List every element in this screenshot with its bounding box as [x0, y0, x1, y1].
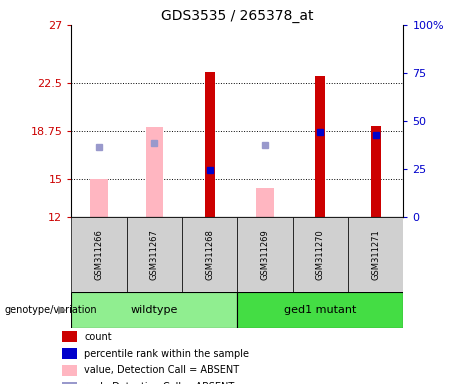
Bar	[71, 217, 127, 292]
Bar	[237, 217, 293, 292]
Bar	[62, 331, 77, 342]
Bar	[71, 292, 237, 328]
Bar	[256, 187, 274, 217]
Bar	[348, 217, 403, 292]
Text: GSM311270: GSM311270	[316, 229, 325, 280]
Text: percentile rank within the sample: percentile rank within the sample	[84, 349, 249, 359]
Bar	[371, 126, 381, 217]
Bar	[62, 365, 77, 376]
Text: value, Detection Call = ABSENT: value, Detection Call = ABSENT	[84, 365, 239, 375]
Bar	[205, 72, 215, 217]
Text: GSM311266: GSM311266	[95, 229, 104, 280]
Text: rank, Detection Call = ABSENT: rank, Detection Call = ABSENT	[84, 382, 235, 384]
Title: GDS3535 / 265378_at: GDS3535 / 265378_at	[161, 8, 313, 23]
Text: GSM311268: GSM311268	[205, 229, 214, 280]
Text: count: count	[84, 332, 112, 342]
Text: GSM311271: GSM311271	[371, 229, 380, 280]
Bar	[146, 127, 163, 217]
Bar	[62, 382, 77, 384]
Bar	[90, 179, 108, 217]
Text: wildtype: wildtype	[131, 305, 178, 315]
Text: genotype/variation: genotype/variation	[5, 305, 97, 315]
Text: ▶: ▶	[59, 305, 67, 315]
Bar	[182, 217, 237, 292]
Bar	[127, 217, 182, 292]
Bar	[62, 348, 77, 359]
Text: GSM311267: GSM311267	[150, 229, 159, 280]
Text: ged1 mutant: ged1 mutant	[284, 305, 356, 315]
Bar	[315, 76, 325, 217]
Bar	[237, 292, 403, 328]
Bar	[293, 217, 348, 292]
Text: GSM311269: GSM311269	[260, 229, 270, 280]
